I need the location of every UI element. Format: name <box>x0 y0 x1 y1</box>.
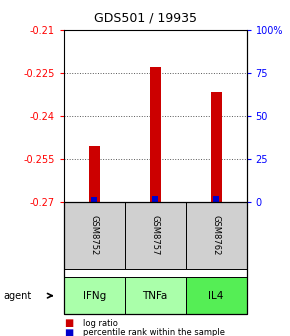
Text: ■: ■ <box>64 318 73 328</box>
Text: GDS501 / 19935: GDS501 / 19935 <box>93 12 197 25</box>
Text: percentile rank within the sample: percentile rank within the sample <box>83 328 225 336</box>
Bar <box>152 196 158 202</box>
Text: ■: ■ <box>64 328 73 336</box>
Text: TNFa: TNFa <box>142 291 168 301</box>
Text: GSM8757: GSM8757 <box>151 215 160 255</box>
Bar <box>213 197 219 202</box>
Bar <box>89 146 100 202</box>
Text: GSM8762: GSM8762 <box>211 215 221 255</box>
Bar <box>211 92 222 202</box>
Text: IL4: IL4 <box>208 291 224 301</box>
Text: log ratio: log ratio <box>83 319 117 328</box>
Text: agent: agent <box>3 291 31 301</box>
Bar <box>91 197 97 202</box>
Bar <box>150 67 161 202</box>
Text: GSM8752: GSM8752 <box>90 215 99 255</box>
Text: IFNg: IFNg <box>83 291 106 301</box>
